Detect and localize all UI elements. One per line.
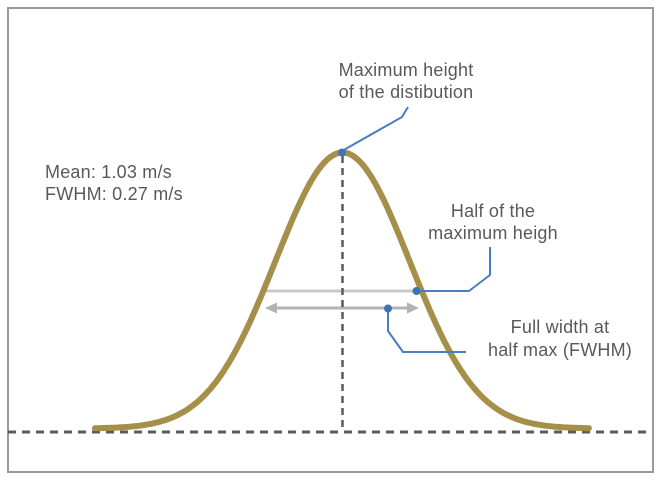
fwhm-label: Full width at half max (FWHM) (488, 316, 632, 362)
arrowhead-left-icon (265, 302, 277, 314)
half-height-connector-line (417, 247, 491, 292)
fwhm-value: FWHM: 0.27 m/s (45, 184, 183, 204)
stats-label: Mean: 1.03 m/s FWHM: 0.27 m/s (45, 161, 183, 205)
max-height-label: Maximum height of the distibution (339, 59, 474, 103)
max-height-line1: Maximum height (338, 60, 474, 80)
peak-connector-line (341, 106, 409, 152)
half-max-line2: maximum heigh (428, 223, 558, 243)
arrowhead-right-icon (407, 302, 419, 314)
half-max-label: Half of the maximum heigh (428, 200, 558, 244)
fwhm-marker-dot (384, 304, 392, 313)
half-height-marker-dot (412, 287, 421, 295)
half-max-line1: Half of the (450, 201, 536, 221)
fwhm-connector-line (387, 309, 466, 353)
peak-marker-dot (338, 148, 346, 157)
fwhm-line2: half max (FWHM) (488, 340, 632, 360)
mean-value: Mean: 1.03 m/s (45, 162, 172, 182)
max-height-line2: of the distibution (338, 82, 474, 102)
plot-frame (7, 7, 654, 473)
fwhm-line1: Full width at (510, 317, 610, 337)
